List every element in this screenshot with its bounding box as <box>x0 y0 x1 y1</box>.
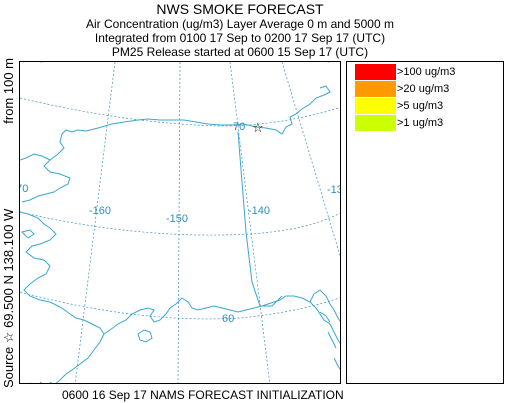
legend-item-1: >1 ug/m3 <box>355 115 443 131</box>
latitude-line-65 <box>20 211 340 236</box>
legend-swatch-100 <box>355 64 396 80</box>
longitude-line-130 <box>281 62 340 257</box>
legend-item-20: >20 ug/m3 <box>355 81 449 97</box>
title-block: NWS SMOKE FORECAST Air Concentration (ug… <box>60 0 420 59</box>
forecast-footer: 0600 16 Sep 17 NAMS FORECAST INITIALIZAT… <box>62 388 344 402</box>
longitude-line-160 <box>74 62 116 383</box>
legend-panel: >100 ug/m3 >20 ug/m3 >5 ug/m3 >1 ug/m3 <box>346 61 504 384</box>
alaska-map: 70 60 170 -160 -150 -140 -130 ☆ <box>20 62 341 383</box>
aleutian-islands <box>30 381 53 383</box>
longitude-line-140 <box>229 62 271 383</box>
grid-label-lat70: 70 <box>233 121 245 133</box>
grid-label-lon130: -130 <box>327 184 341 196</box>
source-location-label: Source ☆ 69.500 N 138.100 W <box>1 208 16 388</box>
source-height-label: from 100 m <box>1 58 16 124</box>
map-panel: 70 60 170 -160 -150 -140 -130 ☆ <box>19 61 341 384</box>
source-side-label: Source ☆ 69.500 N 138.100 W from 100 m <box>1 58 19 388</box>
map-title: NWS SMOKE FORECAST <box>156 1 324 17</box>
legend-swatch-20 <box>355 81 396 97</box>
st-lawrence-island <box>21 229 35 239</box>
legend-item-5: >5 ug/m3 <box>355 98 443 114</box>
kodiak-island <box>137 329 153 343</box>
grid-label-lon170: 170 <box>20 183 28 195</box>
latitude-line-60 <box>20 291 340 320</box>
grid-label-lon150: -150 <box>166 213 188 225</box>
subtitle-concentration: Air Concentration (ug/m3) Layer Average … <box>86 17 394 31</box>
legend-swatch-5 <box>355 98 396 114</box>
legend-label-20: >20 ug/m3 <box>397 83 450 95</box>
us-canada-border <box>237 131 283 307</box>
subtitle-integration: Integrated from 0100 17 Sep to 0200 17 S… <box>94 31 386 45</box>
southeast-panhandle <box>309 289 340 370</box>
legend-label-1: >1 ug/m3 <box>397 117 444 129</box>
subtitle-release: PM25 Release started at 0600 15 Sep 17 (… <box>111 45 369 59</box>
legend-item-100: >100 ug/m3 <box>355 64 455 80</box>
latitude-line-70 <box>20 97 340 127</box>
grid-label-lat60: 60 <box>222 313 234 325</box>
longitude-line-150 <box>177 62 181 383</box>
legend-label-5: >5 ug/m3 <box>397 100 444 112</box>
source-star-icon: ☆ <box>252 121 264 136</box>
grid-label-lon140: -140 <box>248 205 270 217</box>
grid-label-lon160: -160 <box>89 205 111 217</box>
legend-swatch-1 <box>355 115 396 131</box>
alaska-coastline <box>20 85 340 383</box>
legend-label-100: >100 ug/m3 <box>397 66 456 78</box>
